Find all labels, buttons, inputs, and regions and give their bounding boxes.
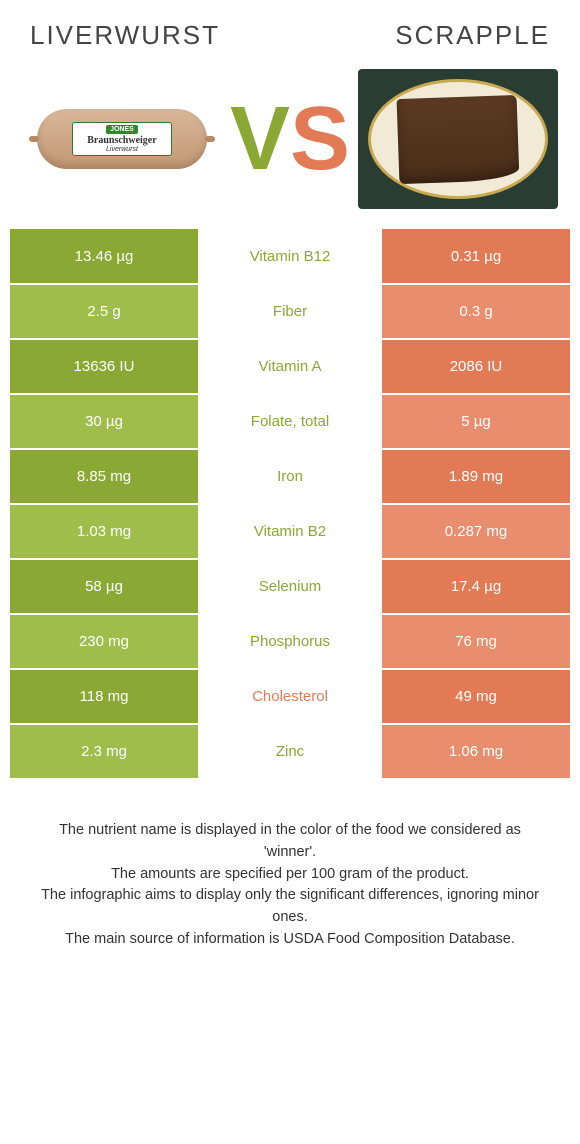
value-right: 17.4 µg	[382, 559, 570, 614]
nutrient-name: Selenium	[198, 559, 382, 614]
nutrient-name: Phosphorus	[198, 614, 382, 669]
value-left: 2.3 mg	[10, 724, 198, 779]
footer-line: The nutrient name is displayed in the co…	[40, 820, 540, 864]
footer-line: The main source of information is USDA F…	[40, 929, 540, 951]
value-left: 30 µg	[10, 394, 198, 449]
footer-line: The infographic aims to display only the…	[40, 885, 540, 929]
table-row: 13.46 µgVitamin B120.31 µg	[10, 229, 570, 284]
title-right: SCRAPPLE	[395, 20, 550, 51]
footer-notes: The nutrient name is displayed in the co…	[10, 780, 570, 951]
nutrient-name: Vitamin A	[198, 339, 382, 394]
hero-row: JONES Braunschweiger Liverwurst VS	[10, 69, 570, 229]
nutrient-name: Fiber	[198, 284, 382, 339]
plate-icon	[368, 79, 548, 199]
label-brand: JONES	[106, 125, 138, 134]
nutrient-name: Folate, total	[198, 394, 382, 449]
value-right: 76 mg	[382, 614, 570, 669]
comparison-table: 13.46 µgVitamin B120.31 µg2.5 gFiber0.3 …	[10, 229, 570, 780]
table-row: 230 mgPhosphorus76 mg	[10, 614, 570, 669]
liverwurst-image: JONES Braunschweiger Liverwurst	[22, 69, 222, 209]
table-row: 2.5 gFiber0.3 g	[10, 284, 570, 339]
value-right: 5 µg	[382, 394, 570, 449]
value-left: 2.5 g	[10, 284, 198, 339]
value-right: 49 mg	[382, 669, 570, 724]
title-row: LIVERWURST SCRAPPLE	[10, 10, 570, 69]
vs-label: VS	[230, 88, 350, 191]
value-right: 1.89 mg	[382, 449, 570, 504]
table-row: 2.3 mgZinc1.06 mg	[10, 724, 570, 779]
value-right: 0.287 mg	[382, 504, 570, 559]
value-left: 230 mg	[10, 614, 198, 669]
label-main: Braunschweiger	[87, 135, 156, 146]
sausage-icon: JONES Braunschweiger Liverwurst	[37, 109, 207, 169]
label-sub: Liverwurst	[106, 146, 138, 153]
nutrient-name: Zinc	[198, 724, 382, 779]
nutrient-name: Vitamin B2	[198, 504, 382, 559]
table-row: 13636 IUVitamin A2086 IU	[10, 339, 570, 394]
value-left: 13.46 µg	[10, 229, 198, 284]
vs-v: V	[230, 88, 290, 191]
footer-line: The amounts are specified per 100 gram o…	[40, 864, 540, 886]
product-label: JONES Braunschweiger Liverwurst	[72, 122, 172, 156]
value-right: 0.3 g	[382, 284, 570, 339]
value-right: 1.06 mg	[382, 724, 570, 779]
value-left: 58 µg	[10, 559, 198, 614]
value-left: 8.85 mg	[10, 449, 198, 504]
scrapple-image	[358, 69, 558, 209]
table-row: 8.85 mgIron1.89 mg	[10, 449, 570, 504]
vs-s: S	[290, 88, 350, 191]
value-left: 1.03 mg	[10, 504, 198, 559]
nutrient-name: Vitamin B12	[198, 229, 382, 284]
table-row: 1.03 mgVitamin B20.287 mg	[10, 504, 570, 559]
value-left: 13636 IU	[10, 339, 198, 394]
title-left: LIVERWURST	[30, 20, 220, 51]
scrapple-slab-icon	[397, 94, 520, 183]
table-row: 58 µgSelenium17.4 µg	[10, 559, 570, 614]
table-row: 118 mgCholesterol49 mg	[10, 669, 570, 724]
nutrient-name: Cholesterol	[198, 669, 382, 724]
value-right: 0.31 µg	[382, 229, 570, 284]
nutrient-name: Iron	[198, 449, 382, 504]
value-right: 2086 IU	[382, 339, 570, 394]
value-left: 118 mg	[10, 669, 198, 724]
table-row: 30 µgFolate, total5 µg	[10, 394, 570, 449]
